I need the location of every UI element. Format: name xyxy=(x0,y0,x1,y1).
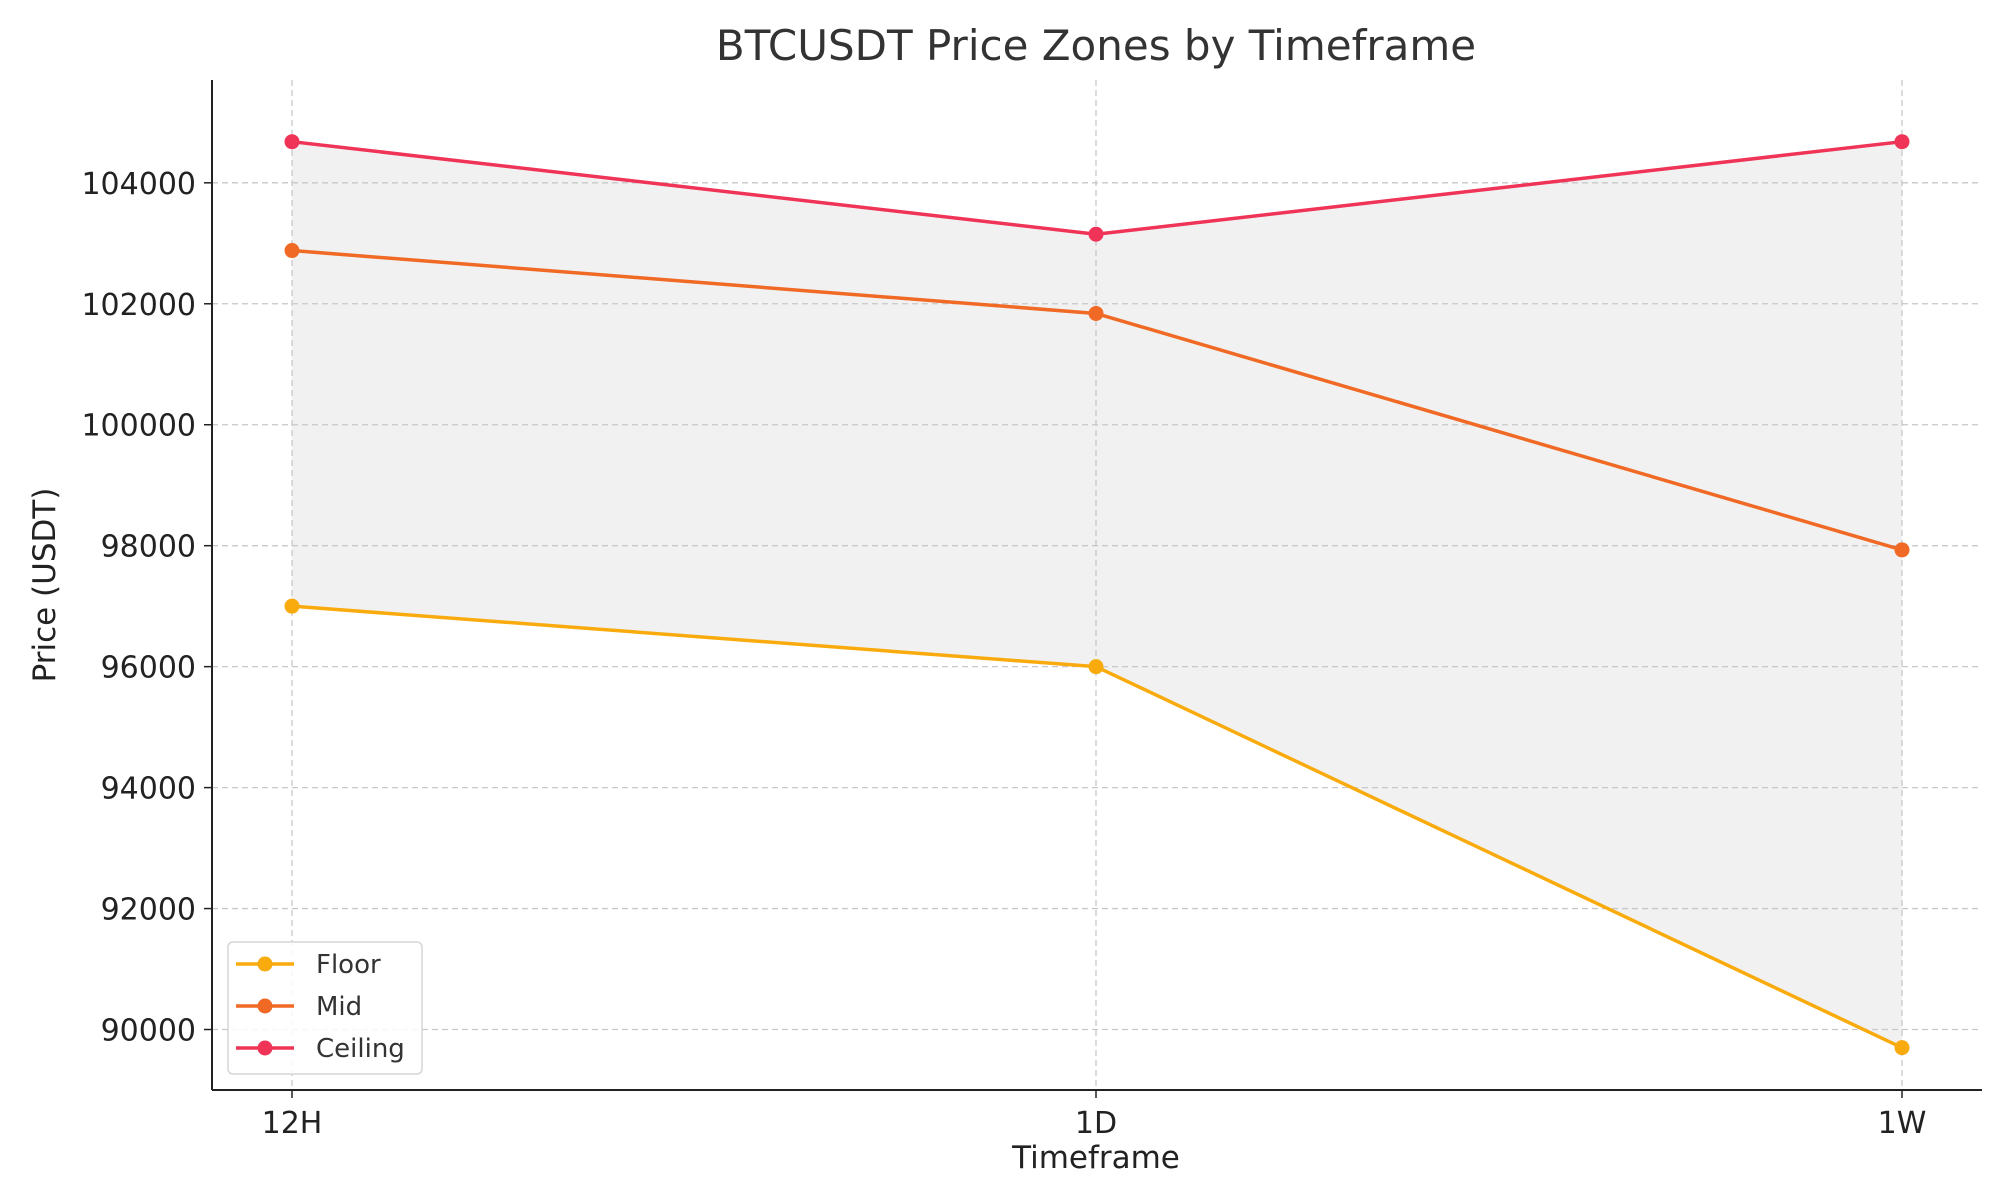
fill-layer xyxy=(292,141,1902,1048)
data-point-ceiling xyxy=(284,134,300,150)
legend-label: Floor xyxy=(316,950,381,980)
data-point-floor xyxy=(1088,659,1104,675)
data-point-floor xyxy=(284,598,300,614)
y-tick-label: 98000 xyxy=(101,530,196,565)
y-tick-label: 90000 xyxy=(101,1014,196,1049)
y-tick-label: 104000 xyxy=(81,167,196,202)
x-axis-label: Timeframe xyxy=(1011,1140,1180,1176)
legend-swatch-marker xyxy=(257,1040,273,1056)
legend-swatch-marker xyxy=(257,998,273,1014)
zone-fill xyxy=(292,141,1902,1048)
x-tick-label: 12H xyxy=(262,1106,323,1141)
data-point-mid xyxy=(284,243,300,259)
y-tick-label: 100000 xyxy=(81,409,196,444)
legend-box xyxy=(227,941,423,1075)
series-layer xyxy=(284,134,1910,1056)
data-point-ceiling xyxy=(1088,226,1104,242)
axes-layer: 90000 92000 94000 96000 98000 100000 102000 104… xyxy=(81,80,1982,1141)
y-tick-label: 92000 xyxy=(101,893,196,928)
legend-label: Mid xyxy=(316,992,362,1022)
data-point-ceiling xyxy=(1894,134,1910,150)
chart-title: BTCUSDT Price Zones by Timeframe xyxy=(716,21,1476,70)
grid-layer xyxy=(212,80,1982,1090)
x-tick-label: 1W xyxy=(1878,1106,1927,1141)
legend: Floor Mid Ceiling xyxy=(227,941,423,1075)
data-point-mid xyxy=(1088,305,1104,321)
legend-label: Ceiling xyxy=(316,1034,405,1064)
legend-swatch-marker xyxy=(257,956,273,972)
y-axis-label: Price (USDT) xyxy=(27,488,63,683)
y-tick-label: 102000 xyxy=(81,288,196,323)
x-tick-label: 1D xyxy=(1075,1106,1117,1141)
y-tick-label: 96000 xyxy=(101,651,196,686)
y-tick-label: 94000 xyxy=(101,772,196,807)
data-point-floor xyxy=(1894,1040,1910,1056)
data-point-mid xyxy=(1894,542,1910,558)
